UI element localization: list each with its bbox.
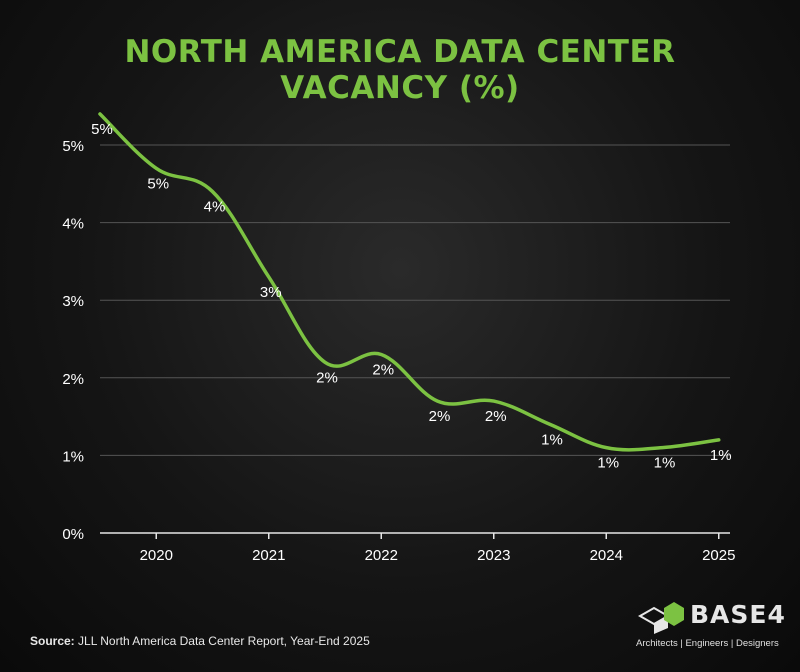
source-text: JLL North America Data Center Report, Ye… [78,634,370,648]
y-tick-label: 4% [62,216,84,233]
data-label: 2% [485,408,507,425]
y-tick-label: 1% [62,448,84,465]
data-label: 2% [372,362,394,379]
data-point [324,361,326,363]
data-point [155,167,157,169]
y-tick-label: 0% [62,526,84,543]
title-line-1: NORTH AMERICA DATA CENTER [124,34,676,70]
page-title: NORTH AMERICA DATA CENTER VACANCY (%) [0,34,800,106]
data-label: 1% [541,431,563,448]
x-tick-label: 2024 [590,547,623,564]
data-point [268,276,270,278]
x-tick-label: 2021 [252,547,285,564]
data-point [437,400,438,402]
data-point [549,423,551,425]
source-label: Source: [30,634,75,648]
data-label: 2% [316,369,338,386]
data-point [605,447,607,449]
data-label: 5% [147,175,169,192]
data-point [99,113,101,115]
y-tick-label: 5% [62,138,84,155]
cube-logo-icon [637,602,684,634]
data-point [212,191,213,193]
data-label: 1% [597,455,619,472]
data-label: 3% [260,284,282,301]
brand-logo: BASE4 Architects | Engineers | Designers [634,598,786,654]
source-note: Source: JLL North America Data Center Re… [30,634,370,648]
data-label: 1% [710,447,732,464]
data-label: 1% [654,455,676,472]
data-point [662,447,663,449]
x-tick-label: 2020 [140,547,173,564]
data-point [380,354,382,356]
data-label: 2% [429,408,451,425]
brand-tagline: Architects | Engineers | Designers [636,638,779,649]
x-tick-label: 2023 [477,547,510,564]
y-tick-label: 3% [62,293,84,310]
brand-name: BASE4 [690,600,786,629]
data-label: 4% [204,199,226,216]
data-point [718,439,720,441]
title-line-2: VACANCY (%) [280,70,520,106]
y-tick-label: 2% [62,371,84,388]
x-tick-label: 2022 [365,547,398,564]
x-tick-label: 2025 [702,547,735,564]
data-label: 5% [91,121,113,138]
series-line [98,112,721,452]
data-point [493,400,495,402]
